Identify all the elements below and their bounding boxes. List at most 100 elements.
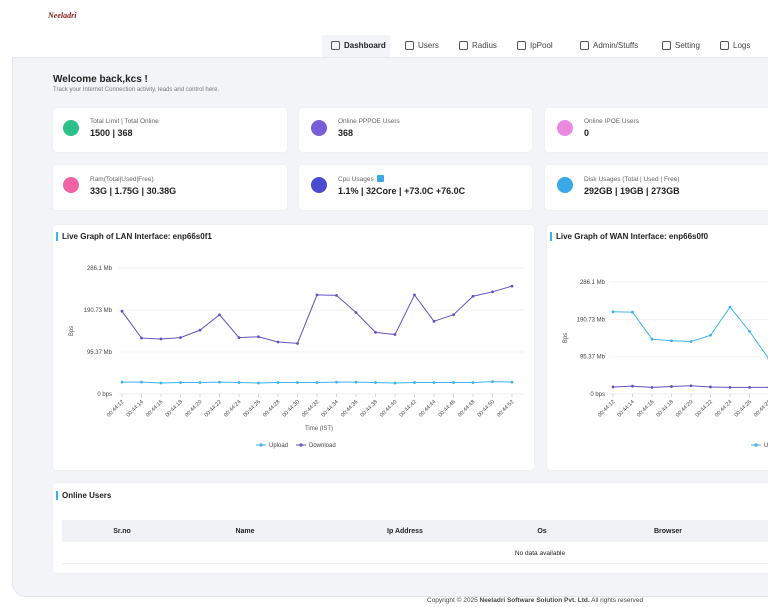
- footer-text: All rights reserved: [591, 597, 644, 604]
- card-value: 33G | 1.75G | 30.38G: [90, 186, 177, 196]
- x-tick-label: 00:44:22: [204, 399, 223, 418]
- point: [140, 380, 143, 384]
- x-axis-label: Time (IST): [305, 426, 333, 432]
- card-value: 0: [584, 128, 590, 138]
- point: [393, 381, 397, 385]
- nav-item[interactable]: Radius: [459, 41, 497, 50]
- table-header: [62, 520, 768, 542]
- point: [728, 305, 732, 309]
- nav-label[interactable]: Logs: [733, 41, 751, 50]
- nav-item[interactable]: Logs: [720, 41, 750, 50]
- nav-item[interactable]: Dashboard: [331, 41, 386, 50]
- chart-card: [547, 225, 768, 470]
- x-tick-label: 00:44:18: [165, 399, 184, 418]
- x-tick-label: 00:44:14: [617, 399, 636, 418]
- nav-item[interactable]: Setting: [662, 41, 700, 50]
- x-tick-label: 00:44:40: [379, 399, 398, 418]
- x-tick-label: 00:44:16: [636, 399, 655, 418]
- point: [709, 385, 712, 389]
- empty-message: No data available: [514, 550, 566, 557]
- nav-item[interactable]: Users: [405, 41, 439, 50]
- point: [257, 335, 260, 339]
- point: [748, 385, 751, 389]
- icon: [311, 177, 327, 193]
- icon: [311, 120, 327, 136]
- nav-label[interactable]: Radius: [472, 41, 497, 50]
- x-tick-label: 00:44:26: [734, 399, 753, 418]
- card-label: Total Limit | Total Online: [90, 118, 159, 125]
- point: [159, 337, 163, 341]
- x-tick-label: 00:44:28: [753, 399, 768, 418]
- point: [315, 381, 319, 384]
- icon: [557, 120, 573, 136]
- info-badge[interactable]: [377, 175, 384, 182]
- icon: [63, 120, 79, 136]
- card-label: Online PPPOE Users: [338, 118, 400, 125]
- x-tick-label: 00:44:42: [399, 399, 418, 418]
- legend-label: Upload: [764, 443, 768, 449]
- footer: Copyright © 2025 Neeladri Software Solut…: [427, 597, 643, 604]
- point: [432, 319, 436, 323]
- point: [491, 290, 494, 294]
- point: [650, 385, 654, 389]
- nav-item[interactable]: IpPool: [517, 41, 553, 50]
- point: [491, 380, 494, 384]
- x-tick-label: 00:44:22: [695, 399, 714, 418]
- card-value: 292GB | 19GB | 273GB: [584, 186, 680, 196]
- x-tick-label: 00:44:20: [675, 399, 694, 418]
- legend-label: Download: [309, 443, 336, 449]
- x-tick-label: 00:44:24: [714, 399, 733, 418]
- footer-company: Neeladri Software Solution Pvt. Ltd.: [479, 597, 590, 604]
- point: [611, 385, 615, 389]
- point: [159, 381, 163, 385]
- point: [471, 381, 475, 384]
- y-tick-label: 286.1 Mb: [87, 266, 113, 272]
- nav-label[interactable]: IpPool: [530, 41, 553, 50]
- welcome-title: Welcome back,kcs !: [53, 74, 148, 85]
- point: [452, 313, 455, 317]
- column-header: Name: [235, 528, 255, 535]
- x-tick-label: 00:44:12: [106, 399, 125, 418]
- y-tick-label: 0 bps: [97, 392, 112, 398]
- chart-title: Live Graph of WAN Interface: enp66s0f0: [550, 232, 708, 241]
- logo: Neeladri: [48, 11, 77, 20]
- x-tick-label: 00:44:48: [457, 399, 476, 418]
- chart-card: [53, 225, 534, 470]
- nav-label[interactable]: Users: [418, 41, 439, 50]
- x-tick-label: 00:44:26: [243, 399, 262, 418]
- point: [611, 310, 615, 314]
- point: [393, 333, 397, 336]
- point: [276, 381, 280, 384]
- point: [670, 339, 673, 343]
- y-tick-label: 0 bps: [590, 392, 605, 398]
- point: [335, 293, 338, 297]
- column-header: Browser: [653, 528, 683, 535]
- x-tick-label: 00:44:20: [184, 399, 203, 418]
- x-tick-label: 00:44:36: [340, 399, 359, 418]
- x-tick-label: 00:44:24: [223, 399, 242, 418]
- legend-swatch: [299, 443, 303, 447]
- x-tick-label: 00:44:28: [262, 399, 281, 418]
- x-tick-label: 00:44:14: [126, 399, 145, 418]
- point: [120, 380, 124, 384]
- x-tick-label: 00:44:52: [496, 399, 515, 418]
- legend-swatch: [754, 443, 758, 447]
- point: [374, 330, 377, 334]
- point: [413, 293, 416, 297]
- nav-label[interactable]: Setting: [675, 41, 700, 50]
- point: [670, 385, 673, 388]
- nav-item[interactable]: Admin/Stuffs: [580, 41, 638, 50]
- point: [510, 284, 514, 288]
- point: [218, 313, 221, 317]
- point: [257, 381, 260, 385]
- point: [296, 381, 299, 384]
- card-label: Online IPOE Users: [584, 118, 639, 125]
- point: [198, 328, 202, 332]
- nav-label[interactable]: Admin/Stuffs: [593, 41, 639, 50]
- point: [631, 384, 634, 388]
- stat-card: [545, 165, 768, 210]
- point: [374, 381, 377, 384]
- x-tick-label: 00:44:12: [597, 399, 616, 418]
- nav-label[interactable]: Dashboard: [344, 41, 386, 50]
